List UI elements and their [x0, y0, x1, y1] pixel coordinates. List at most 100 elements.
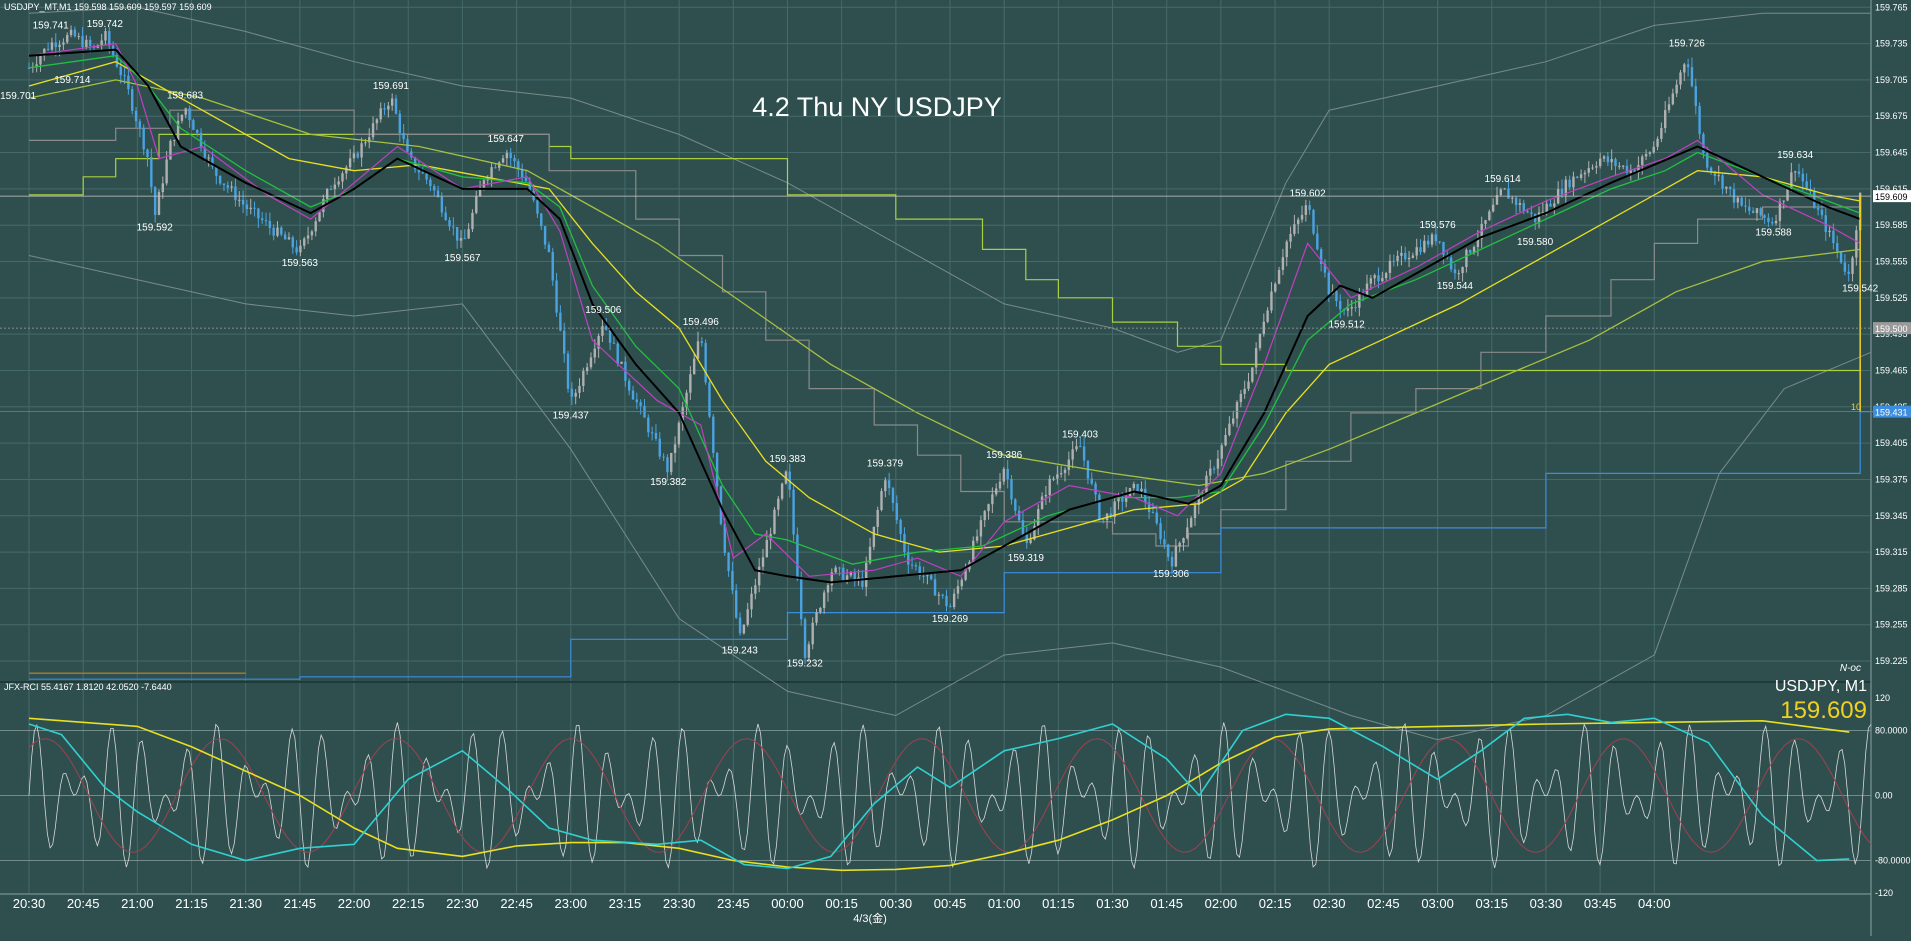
- candle-body: [639, 402, 642, 406]
- candle-body: [1820, 209, 1824, 216]
- candle-body: [1633, 169, 1636, 173]
- candle-body: [685, 392, 688, 408]
- candle-body: [207, 157, 210, 159]
- candle-body: [1044, 494, 1048, 497]
- candle-body: [215, 166, 218, 176]
- candle-body: [1465, 249, 1468, 268]
- candle-body: [620, 361, 623, 364]
- price-label: 159.592: [137, 223, 174, 234]
- candle-body: [1182, 538, 1185, 543]
- candle-body: [1755, 208, 1759, 214]
- candle-body: [1614, 159, 1617, 166]
- candle-body: [1209, 468, 1212, 476]
- candle-body: [582, 371, 585, 386]
- candle-body: [731, 571, 734, 591]
- price-label: 159.726: [1669, 38, 1706, 49]
- candle-body: [1121, 498, 1124, 502]
- candle-body: [498, 162, 501, 168]
- candle-body: [712, 416, 715, 453]
- x-tick-label: 00:00: [771, 896, 804, 911]
- candle-body: [658, 438, 661, 457]
- candle-body: [1124, 496, 1128, 502]
- candle-body: [161, 183, 165, 193]
- candle-body: [1790, 172, 1793, 189]
- y-tick-label: 159.495: [1875, 329, 1908, 339]
- y-tick-label: 159.645: [1875, 148, 1908, 158]
- candle-body: [260, 218, 264, 221]
- candle-body: [291, 237, 294, 248]
- candle-body: [142, 127, 145, 150]
- candle-body: [1476, 239, 1480, 248]
- price-label: 159.496: [683, 317, 720, 328]
- candle-body: [1759, 208, 1762, 216]
- x-tick-label: 01:00: [988, 896, 1021, 911]
- candle-body: [849, 572, 853, 576]
- rci-white-line: [28, 722, 1872, 870]
- candle-body: [1618, 165, 1621, 167]
- candle-body: [1178, 542, 1181, 547]
- y-tick-label: 159.285: [1875, 583, 1908, 593]
- x-tick-label: 20:30: [13, 896, 46, 911]
- candle-body: [757, 566, 761, 586]
- candle-body: [398, 113, 402, 133]
- y-tick-label: 159.525: [1875, 293, 1908, 303]
- candle-body: [1793, 171, 1797, 173]
- candle-body: [1365, 283, 1369, 295]
- candle-body: [1514, 197, 1518, 205]
- step-line-blue: [29, 411, 1893, 680]
- candle-body: [1499, 189, 1503, 196]
- candle-body: [1189, 518, 1193, 528]
- candle-body: [1258, 333, 1262, 349]
- candle-body: [616, 343, 619, 364]
- candle-body: [146, 149, 149, 158]
- candle-body: [463, 238, 467, 240]
- candle-body: [983, 511, 986, 521]
- candle-body: [1159, 523, 1162, 540]
- candle-body: [1469, 249, 1472, 253]
- candle-body: [1568, 179, 1571, 188]
- candle-body: [933, 579, 937, 596]
- band-upper: [28, 6, 1871, 353]
- y-tick-label: 159.465: [1875, 365, 1908, 375]
- candle-body: [410, 151, 413, 158]
- candle-body: [566, 353, 570, 389]
- candle-body: [1289, 233, 1292, 242]
- rci-tick-label: 120: [1875, 693, 1890, 703]
- candle-body: [1197, 494, 1201, 505]
- rci-subwindow: [0, 713, 1872, 872]
- candle-body: [1706, 153, 1709, 168]
- candle-body: [1033, 525, 1036, 540]
- price-label: 159.602: [1289, 189, 1326, 200]
- candle-body: [1304, 205, 1308, 215]
- x-tick-label: 02:30: [1313, 896, 1346, 911]
- candle-body: [945, 595, 948, 607]
- candle-body: [1144, 488, 1147, 503]
- current-price-tag: 159.609: [1875, 192, 1908, 202]
- candle-body: [478, 187, 482, 197]
- candle-body: [1484, 220, 1487, 224]
- candle-body: [543, 226, 547, 245]
- candle-body: [1816, 208, 1820, 210]
- candle-body: [199, 132, 203, 148]
- y-tick-label: 159.405: [1875, 438, 1908, 448]
- candle-body: [66, 35, 69, 43]
- candle-body: [876, 509, 879, 527]
- candle-body: [1836, 243, 1839, 252]
- candle-body: [73, 29, 77, 37]
- candle-body: [1751, 210, 1755, 214]
- candle-body: [104, 31, 107, 41]
- candle-body: [998, 481, 1002, 489]
- candle-body: [1778, 201, 1782, 221]
- candle-body: [826, 585, 830, 593]
- candle-body: [1587, 168, 1590, 173]
- candle-body: [727, 552, 730, 572]
- rci-red-line: [28, 738, 1872, 853]
- x-tick-label: 22:15: [392, 896, 425, 911]
- candle-body: [865, 562, 868, 587]
- y-tick-label: 159.585: [1875, 220, 1908, 230]
- candle-body: [1553, 203, 1556, 207]
- candle-body: [593, 348, 596, 358]
- candle-body: [196, 129, 199, 133]
